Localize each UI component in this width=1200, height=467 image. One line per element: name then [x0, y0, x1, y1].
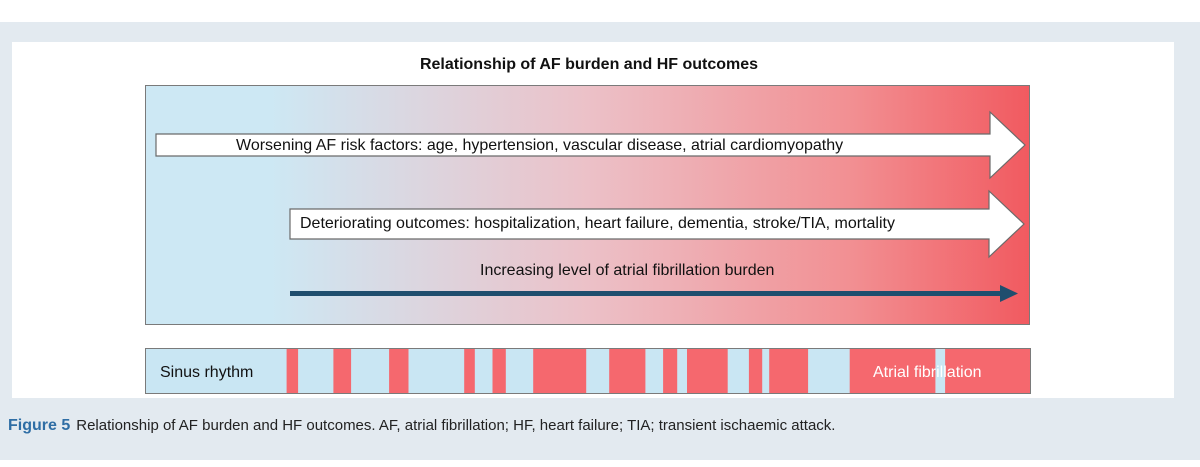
- af-episode-10: [748, 349, 763, 393]
- caption-number: Figure 5: [8, 417, 71, 434]
- risk-factors-label: Worsening AF risk factors: age, hyperten…: [236, 137, 844, 154]
- risk-factors-arrow: [155, 110, 1026, 180]
- atrial-fibrillation-label: Atrial fibrillation: [873, 364, 982, 381]
- figure-caption: Figure 5 Relationship of AF burden and HF…: [8, 417, 835, 435]
- af-episode-2: [333, 349, 352, 393]
- rhythm-segments: [286, 349, 1030, 393]
- rhythm-strip: [145, 348, 1031, 394]
- caption-text: Relationship of AF burden and HF outcome…: [76, 417, 836, 434]
- af-episode-12: [849, 349, 936, 393]
- af-episode-11: [769, 349, 809, 393]
- diagram-title: Relationship of AF burden and HF outcome…: [419, 56, 759, 73]
- outcomes-label: Deteriorating outcomes: hospitalization,…: [300, 215, 895, 232]
- outcomes-arrow: [289, 189, 1025, 259]
- sinus-rhythm-label: Sinus rhythm: [160, 364, 254, 381]
- af-episode-1: [286, 349, 299, 393]
- af-episode-8: [663, 349, 678, 393]
- af-episode-5: [492, 349, 506, 393]
- af-episode-4: [464, 349, 475, 393]
- af-episode-9: [687, 349, 728, 393]
- af-episode-13: [945, 349, 1030, 393]
- af-episode-3: [389, 349, 409, 393]
- burden-label: Increasing level of atrial fibrillation …: [480, 262, 775, 279]
- burden-arrow: [290, 285, 1018, 302]
- risk-gradient-box: [145, 85, 1030, 325]
- af-episode-6: [533, 349, 587, 393]
- af-episode-7: [609, 349, 646, 393]
